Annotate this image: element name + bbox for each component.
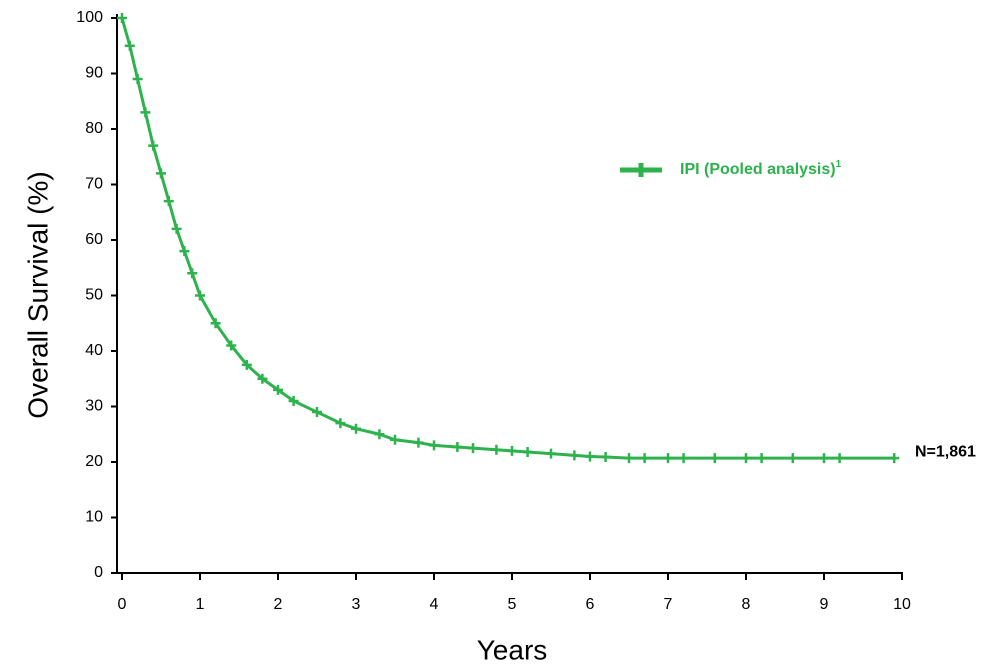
x-tick-label: 8 (742, 596, 751, 613)
censor-mark (507, 445, 517, 456)
y-tick-label: 80 (85, 120, 103, 137)
censor-mark (288, 395, 299, 406)
censor-mark (819, 453, 829, 464)
x-tick-label: 1 (196, 596, 205, 613)
censor-mark (374, 429, 385, 440)
x-tick-label: 5 (508, 596, 517, 613)
censor-mark (171, 223, 182, 234)
annotation: N=1,861 (915, 443, 976, 460)
legend-text: IPI (Pooled analysis) (680, 161, 836, 178)
x-tick-label: 7 (664, 596, 673, 613)
y-tick-label: 70 (85, 176, 103, 193)
legend-superscript: 1 (836, 159, 842, 170)
x-tick-label: 9 (820, 596, 829, 613)
censor-mark (241, 359, 252, 370)
censor-mark (756, 453, 767, 464)
legend-marker (634, 163, 648, 177)
y-tick-label: 0 (94, 564, 103, 581)
censor-mark (413, 437, 424, 448)
censor-mark (787, 453, 798, 464)
y-tick-label: 10 (85, 509, 103, 526)
censor-mark (452, 442, 463, 453)
censor-mark (117, 13, 127, 23)
censor-mark (351, 423, 361, 434)
x-axis-label: Years (477, 634, 548, 665)
y-tick-label: 20 (85, 453, 103, 470)
legend-label: IPI (Pooled analysis)1 (680, 159, 842, 179)
censor-mark (585, 451, 595, 462)
censor-mark (124, 40, 135, 51)
censor-mark (491, 444, 502, 455)
censor-mark (569, 450, 580, 461)
censor-mark (312, 407, 322, 418)
x-tick-label: 0 (118, 596, 127, 613)
censor-mark (156, 168, 166, 179)
censor-mark (468, 443, 478, 454)
censor-mark (678, 453, 689, 464)
y-tick-label: 90 (85, 65, 103, 82)
x-tick-label: 3 (352, 596, 361, 613)
censor-mark (273, 384, 283, 395)
censor-mark (195, 290, 205, 301)
y-tick-label: 50 (85, 287, 103, 304)
survival-curve (120, 17, 895, 460)
y-tick-label: 40 (85, 342, 103, 359)
censor-mark (546, 448, 556, 459)
censor-mark (522, 447, 533, 458)
censor-mark (132, 74, 143, 85)
censor-mark (741, 453, 751, 464)
censor-mark (834, 453, 845, 464)
censor-mark (600, 452, 611, 463)
x-tick-label: 10 (893, 596, 911, 613)
censor-mark (187, 268, 198, 279)
y-tick-label: 60 (85, 231, 103, 248)
censor-mark (390, 434, 400, 445)
censor-mark (210, 318, 221, 329)
censor-mark (179, 246, 190, 257)
y-tick-label: 100 (76, 9, 103, 26)
censor-mark (624, 453, 634, 464)
y-tick-label: 30 (85, 398, 103, 415)
censor-mark (140, 107, 151, 118)
x-tick-label: 2 (274, 596, 283, 613)
x-tick-label: 6 (586, 596, 595, 613)
censor-mark (148, 140, 159, 151)
censor-mark (429, 440, 439, 451)
y-axis-label: Overall Survival (%) (22, 171, 53, 418)
censor-mark (257, 373, 268, 384)
censor-mark (639, 453, 650, 464)
x-tick-label: 4 (430, 596, 439, 613)
censor-mark (226, 340, 237, 351)
censor-mark (335, 418, 346, 429)
censor-mark (889, 453, 900, 464)
censor-mark (709, 453, 720, 464)
censor-mark (163, 196, 174, 207)
censor-mark (663, 453, 673, 464)
